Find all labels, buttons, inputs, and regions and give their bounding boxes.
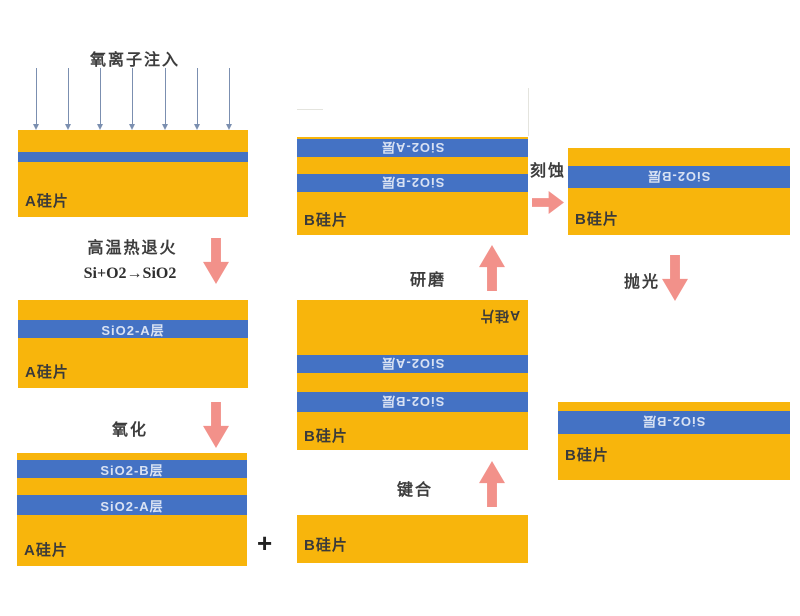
substrate-label: B硅片 [304, 537, 348, 554]
label-oxidation: 氧化 [111, 422, 148, 439]
wafer-bonded-stack: A硅片 SiO2-A层 SiO2-B层 B硅片 [297, 300, 528, 450]
substrate-label-flipped: A硅片 [478, 308, 520, 324]
guide-line [528, 88, 529, 136]
substrate-label: B硅片 [304, 212, 348, 229]
oxide-layer: SiO2-A层 [297, 355, 528, 373]
label-anneal-formula: Si+O2→SiO2 [83, 265, 177, 282]
substrate-label: B硅片 [575, 211, 619, 228]
oxide-layer-label-flipped: SiO2-A层 [380, 139, 445, 155]
substrate-label: A硅片 [25, 364, 69, 381]
ion-arrow-icon [161, 68, 169, 130]
label-etching: 刻蚀 [529, 163, 566, 180]
oxide-layer: SiO2-A层 [297, 139, 528, 157]
ion-arrow-icon [129, 68, 136, 130]
oxide-layer-label-flipped: SiO2-B层 [380, 174, 445, 190]
oxide-layer: SiO2-B层 [297, 174, 528, 192]
oxide-layer-label: SiO2-A层 [100, 498, 164, 514]
oxide-layer: SiO2-B层 [297, 392, 528, 412]
wafer-ground: SiO2-A层 SiO2-B层 B硅片 [297, 137, 528, 235]
arrow-down-icon [203, 238, 229, 284]
arrow-down-icon [203, 402, 229, 448]
wafer-etched: SiO2-B层 B硅片 [568, 148, 790, 235]
guide-line [297, 109, 323, 110]
substrate-label: B硅片 [304, 428, 348, 445]
ion-arrow-icon [33, 68, 40, 130]
oxide-layer-label: SiO2-B层 [100, 462, 164, 478]
oxide-layer: SiO2-A层 [18, 320, 248, 338]
arrow-up-icon [479, 245, 505, 291]
oxide-layer-label: SiO2-A层 [101, 322, 165, 338]
label-anneal: 高温热退火 [87, 240, 178, 257]
wafer-polished: SiO2-B层 B硅片 [558, 402, 790, 480]
ion-implant-arrows [33, 68, 233, 130]
wafer-a-annealed: SiO2-A层 A硅片 [18, 300, 248, 388]
oxide-layer: SiO2-B层 [558, 411, 790, 434]
wafer-b-plain: B硅片 [297, 515, 528, 563]
wafer-a-oxidized: SiO2-B层 SiO2-A层 A硅片 [17, 453, 247, 566]
arrow-up-icon [479, 461, 505, 507]
label-ion-implant: 氧离子注入 [89, 52, 180, 69]
label-polishing: 抛光 [623, 274, 660, 291]
oxide-layer-label-flipped: SiO2-A层 [380, 355, 445, 371]
oxide-layer-label-flipped: SiO2-B层 [642, 414, 706, 429]
arrow-right-icon [532, 191, 564, 214]
ion-arrow-icon [97, 68, 104, 130]
substrate-label: B硅片 [565, 447, 609, 464]
oxide-layer-label-flipped: SiO2-B层 [380, 393, 445, 409]
substrate-label: A硅片 [24, 542, 68, 559]
wafer-a-implanted: A硅片 [18, 130, 248, 217]
oxide-layer: SiO2-B层 [568, 166, 790, 188]
substrate-label: A硅片 [25, 193, 69, 210]
plus-sign: + [257, 528, 273, 558]
buried-oxide-layer [18, 152, 248, 162]
ion-arrow-icon [193, 68, 201, 130]
oxide-layer: SiO2-B层 [17, 460, 247, 478]
ion-arrow-icon [225, 68, 233, 130]
label-bonding: 键合 [396, 482, 433, 499]
ion-arrow-icon [65, 68, 72, 130]
oxide-layer: SiO2-A层 [17, 495, 247, 515]
label-grinding: 研磨 [409, 272, 446, 289]
oxide-layer-label-flipped: SiO2-B层 [647, 168, 711, 184]
